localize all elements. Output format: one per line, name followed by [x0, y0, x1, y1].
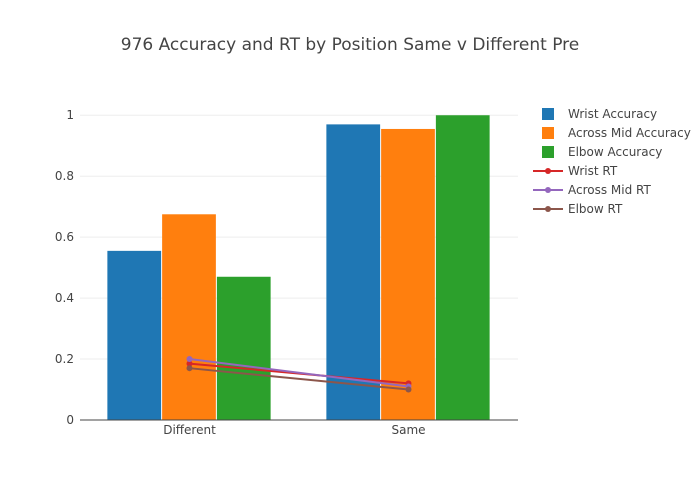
legend-label[interactable]: Across Mid Accuracy: [568, 126, 691, 140]
legend-label[interactable]: Across Mid RT: [568, 183, 652, 197]
legend-swatch[interactable]: [542, 146, 554, 158]
legend: Wrist Accuracy Across Mid Accuracy Elbow A…: [533, 107, 691, 216]
y-tick-label: 0.8: [55, 169, 74, 183]
y-tick-label: 0.6: [55, 230, 74, 244]
y-tick-label: 0.2: [55, 352, 74, 366]
bar: [216, 276, 271, 420]
axis-layer: 0 0.2 0.4 0.6 0.8 1 Different Same: [55, 108, 518, 437]
legend-swatch[interactable]: [542, 127, 554, 139]
legend-label[interactable]: Elbow Accuracy: [568, 145, 662, 159]
y-tick-label: 0: [66, 413, 74, 427]
rt-point: [186, 356, 193, 363]
bar: [162, 214, 216, 420]
y-tick-label: 1: [66, 108, 74, 122]
rt-line: [189, 367, 409, 391]
rt-line: [189, 358, 409, 388]
x-tick-label: Different: [163, 423, 216, 437]
bar: [326, 124, 381, 420]
chart-title: 976 Accuracy and RT by Position Same v D…: [121, 35, 580, 55]
legend-label[interactable]: Elbow RT: [568, 202, 623, 216]
legend-marker[interactable]: [545, 187, 551, 193]
line-layer: [186, 356, 412, 393]
legend-label[interactable]: Wrist Accuracy: [568, 107, 657, 121]
bar: [435, 115, 490, 420]
bar: [381, 128, 435, 420]
legend-marker[interactable]: [545, 206, 551, 212]
y-tick-label: 0.4: [55, 291, 74, 305]
rt-point: [186, 365, 193, 372]
legend-label[interactable]: Wrist RT: [568, 164, 618, 178]
x-tick-label: Same: [391, 423, 425, 437]
bar: [107, 250, 162, 420]
legend-swatch[interactable]: [542, 108, 554, 120]
bar-layer: [107, 115, 490, 420]
rt-point: [186, 360, 193, 367]
rt-point: [405, 386, 412, 393]
legend-marker[interactable]: [545, 168, 551, 174]
